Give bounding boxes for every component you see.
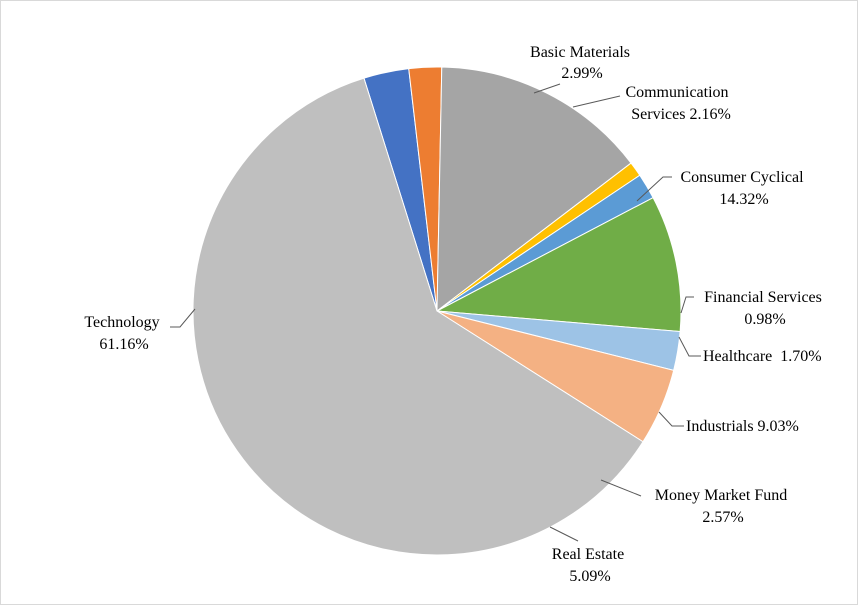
data-label-financial-services-line2: 0.98%: [744, 311, 785, 328]
leader-line-basic-materials: [533, 83, 561, 94]
leader-lines: [170, 83, 701, 542]
pie-slice-industrials: [435, 196, 682, 333]
data-label-communication-services-line2: Services 2.16%: [631, 106, 731, 123]
data-label-industrials-line1: Industrials 9.03%: [686, 418, 799, 435]
data-label-consumer-cyclical-line1: Consumer Cyclical: [680, 169, 804, 186]
data-label-healthcare: Healthcare 1.70%: [703, 348, 822, 365]
pie-slices: [192, 66, 682, 556]
data-label-healthcare-line1: Healthcare 1.70%: [703, 348, 822, 365]
data-label-real-estate-line2: 5.09%: [569, 568, 610, 585]
leader-line-money-market-fund: [600, 479, 642, 497]
leader-line-technology: [170, 308, 196, 328]
data-label-money-market-fund: Money Market Fund 2.57%: [655, 487, 791, 526]
data-label-basic-materials-line2: 2.99%: [561, 65, 602, 82]
data-label-technology: Technology 61.16%: [84, 314, 163, 353]
leader-line-healthcare: [678, 336, 701, 357]
data-label-consumer-cyclical-line2: 14.32%: [719, 191, 768, 208]
data-label-consumer-cyclical: Consumer Cyclical 14.32%: [680, 169, 807, 208]
data-label-financial-services-line1: Financial Services: [704, 289, 822, 306]
data-label-communication-services: Communication Services 2.16%: [625, 84, 732, 123]
leader-line-real-estate: [549, 526, 579, 542]
data-label-money-market-fund-line2: 2.57%: [702, 509, 743, 526]
data-label-basic-materials: Basic Materials 2.99%: [530, 44, 634, 82]
data-label-technology-line1: Technology: [84, 314, 159, 331]
data-label-real-estate-line1: Real Estate: [552, 546, 624, 563]
data-label-basic-materials-line1: Basic Materials: [530, 44, 630, 61]
data-label-money-market-fund-line1: Money Market Fund: [655, 487, 787, 504]
leader-line-consumer-cyclical: [636, 176, 672, 202]
pie-slice-technology: [192, 77, 644, 556]
data-label-communication-services-line1: Communication: [625, 84, 728, 101]
leader-line-communication-services: [572, 95, 621, 108]
pie-slice-consumer-cyclical: [436, 66, 632, 313]
data-label-financial-services: Financial Services 0.98%: [704, 289, 826, 328]
data-label-technology-line2: 61.16%: [99, 336, 148, 353]
leader-line-industrials: [658, 411, 684, 427]
data-label-real-estate: Real Estate 5.09%: [552, 546, 628, 585]
leader-line-financial-services: [680, 296, 694, 314]
data-labels: Basic Materials 2.99% Communication Serv…: [84, 44, 826, 585]
data-label-industrials: Industrials 9.03%: [686, 418, 799, 435]
